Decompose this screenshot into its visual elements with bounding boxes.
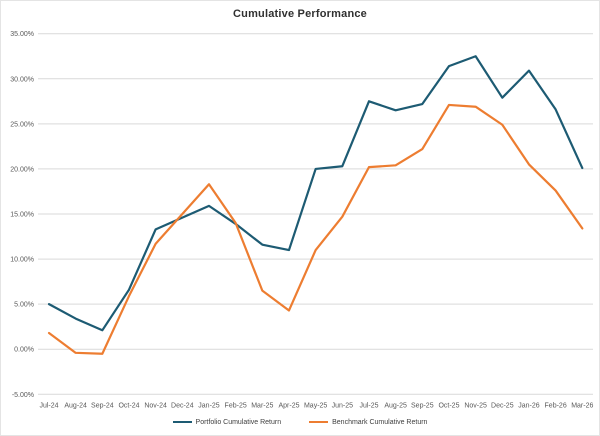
chart-legend: Portfolio Cumulative Return Benchmark Cu… xyxy=(1,414,599,430)
series-line-1 xyxy=(47,103,584,355)
x-tick-label: Mar-25 xyxy=(251,402,273,409)
legend-label-portfolio: Portfolio Cumulative Return xyxy=(195,418,282,426)
x-tick-label: May-25 xyxy=(304,402,327,409)
y-tick-label: 0.00% xyxy=(14,347,34,354)
y-tick-label: 20.00% xyxy=(10,166,34,173)
y-tick-label: 10.00% xyxy=(10,257,34,264)
x-tick-label: Sep-24 xyxy=(91,402,114,409)
x-tick-label: Mar-26 xyxy=(571,402,593,409)
x-tick-label: Dec-24 xyxy=(171,402,194,409)
legend-item-benchmark: Benchmark Cumulative Return xyxy=(309,419,427,426)
y-tick-label: 25.00% xyxy=(10,121,34,128)
legend-label-benchmark: Benchmark Cumulative Return xyxy=(332,418,428,426)
portfolio-line-swatch-icon xyxy=(172,420,192,424)
x-tick-label: Aug-24 xyxy=(64,402,87,409)
series-line-0 xyxy=(47,55,584,332)
x-tick-label: Feb-25 xyxy=(225,402,247,409)
x-tick-label: Jun-25 xyxy=(332,402,354,409)
x-tick-label: Jan-26 xyxy=(518,402,540,409)
x-tick-label: Oct-24 xyxy=(118,402,139,409)
x-tick-label: Oct-25 xyxy=(438,402,459,409)
x-tick-label: Apr-25 xyxy=(278,402,299,409)
x-tick-label: Nov-25 xyxy=(464,402,487,409)
legend-item-portfolio: Portfolio Cumulative Return xyxy=(172,418,282,426)
x-tick-label: Sep-25 xyxy=(411,402,434,409)
y-tick-label: -5.00% xyxy=(12,392,34,399)
x-tick-label: Feb-26 xyxy=(545,402,567,409)
y-tick-label: 35.00% xyxy=(10,31,34,38)
x-tick-label: Dec-25 xyxy=(491,402,514,409)
y-tick-label: 15.00% xyxy=(10,212,34,219)
x-tick-label: Aug-25 xyxy=(384,402,407,409)
benchmark-line-swatch-icon xyxy=(309,420,329,424)
x-tick-label: Jul-25 xyxy=(359,402,378,409)
x-tick-label: Jul-24 xyxy=(39,402,58,409)
y-tick-label: 5.00% xyxy=(14,302,34,309)
x-tick-label: Jan-25 xyxy=(198,402,220,409)
y-tick-label: 30.00% xyxy=(10,76,34,83)
chart-title: Cumulative Performance xyxy=(233,8,367,20)
x-tick-label: Nov-24 xyxy=(144,402,167,409)
